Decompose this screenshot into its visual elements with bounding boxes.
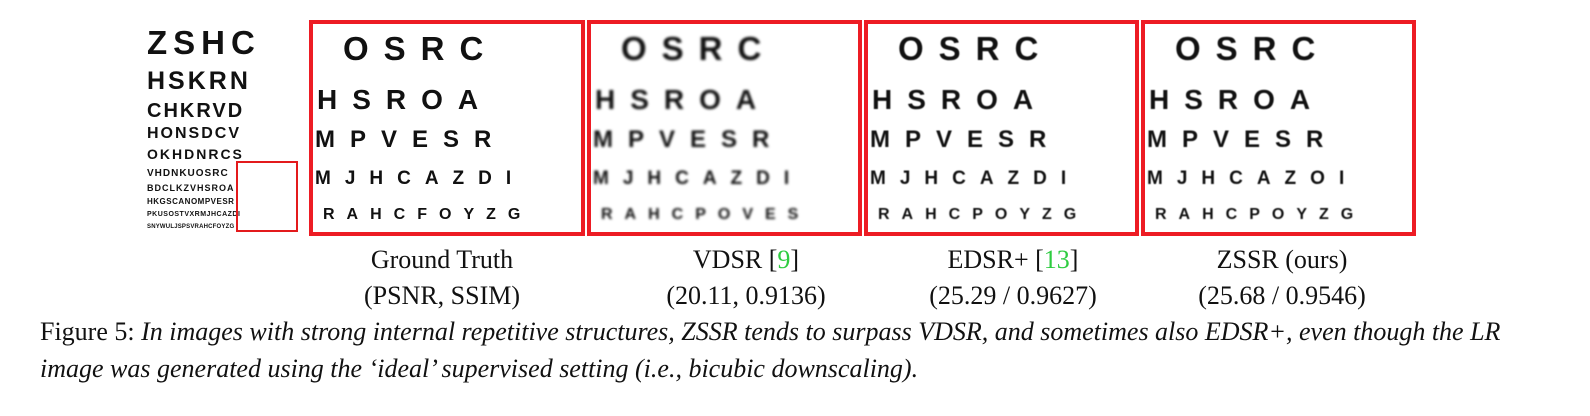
panel-zssr: OSRC HSROA MPVESR MJHCAZOI RAHCPOYZG: [1141, 20, 1416, 236]
method-name: VDSR [: [692, 245, 778, 274]
eye-chart-row: CHKRVD: [147, 100, 245, 122]
region-of-interest-box: [236, 161, 298, 232]
eye-chart-row: HONSDCV: [147, 125, 242, 142]
eye-chart-row: VHDNKUOSRC: [147, 168, 229, 179]
panel-row: OSRC: [1175, 30, 1331, 67]
panel-edsr-plus: OSRC HSROA MPVESR MJHCAZDI RAHCPOYZG: [864, 20, 1139, 236]
panel-row: MPVESR: [315, 126, 507, 153]
eye-chart-row: ZSHC: [147, 24, 261, 61]
label-edsr-plus: EDSR+ [13]: [878, 247, 1148, 273]
citation-link[interactable]: 13: [1043, 245, 1070, 274]
bracket-close: ]: [1069, 245, 1079, 274]
panel-row: RAHCFOYZG: [323, 206, 533, 223]
eye-chart-original: ZSHC HSKRN CHKRVD HONSDCV OKHDNRCS VHDNK…: [147, 26, 305, 236]
metric-edsr-plus: (25.29 / 0.9627): [929, 281, 1097, 310]
eye-chart-row: BDCLKZVHSROA: [147, 183, 235, 193]
panel-row: MJHCAZDI: [870, 168, 1081, 189]
bracket-close: ]: [790, 245, 800, 274]
eye-chart-row: SNYWULJSPSVRAHCFOYZG: [147, 224, 235, 230]
eye-chart-row: HKGSCANOMPVESR: [147, 197, 235, 206]
panel-row: MPVESR: [870, 126, 1062, 153]
panel-row: OSRC: [898, 30, 1054, 67]
eye-chart-row: HSKRN: [147, 67, 251, 95]
panel-row: RAHCPOVES: [601, 206, 811, 223]
label-zssr: ZSSR (ours): [1216, 245, 1348, 274]
panel-ground-truth: OSRC HSROA MPVESR MJHCAZDI RAHCFOYZG: [309, 20, 585, 236]
panel-row: MPVESR: [593, 126, 785, 153]
method-name: EDSR+ [: [947, 245, 1044, 274]
figure-caption: Figure 5: In images with strong internal…: [40, 313, 1560, 387]
citation-link[interactable]: 9: [777, 245, 791, 274]
label-vdsr: VDSR [9]: [611, 247, 881, 273]
panel-row: HSROA: [1149, 84, 1326, 115]
panel-row: MJHCAZDI: [593, 168, 804, 189]
panel-row: OSRC: [621, 30, 777, 67]
metric-vdsr: (20.11, 0.9136): [666, 281, 826, 310]
panel-row: HSROA: [595, 84, 772, 115]
panel-row: HSROA: [317, 84, 494, 115]
panel-row: MJHCAZDI: [315, 168, 526, 189]
panel-row: MJHCAZOI: [1147, 168, 1359, 189]
metric-ground-truth: (PSNR, SSIM): [363, 281, 521, 310]
panel-row: MPVESR: [1147, 126, 1339, 153]
caption-lead: Figure 5:: [40, 317, 142, 346]
label-ground-truth: Ground Truth: [370, 245, 514, 274]
panel-row: HSROA: [872, 84, 1049, 115]
eye-chart-row: OKHDNRCS: [147, 146, 244, 162]
caption-text: In images with strong internal repetitiv…: [40, 317, 1501, 383]
eye-chart-row: PKUSOSTVXRMJHCAZDI: [147, 211, 241, 218]
panel-row: RAHCPOYZG: [1155, 206, 1366, 223]
panel-row: OSRC: [343, 30, 499, 67]
panel-row: RAHCPOYZG: [878, 206, 1089, 223]
metric-zssr: (25.68 / 0.9546): [1198, 281, 1366, 310]
panel-vdsr: OSRC HSROA MPVESR MJHCAZDI RAHCPOVES: [587, 20, 862, 236]
